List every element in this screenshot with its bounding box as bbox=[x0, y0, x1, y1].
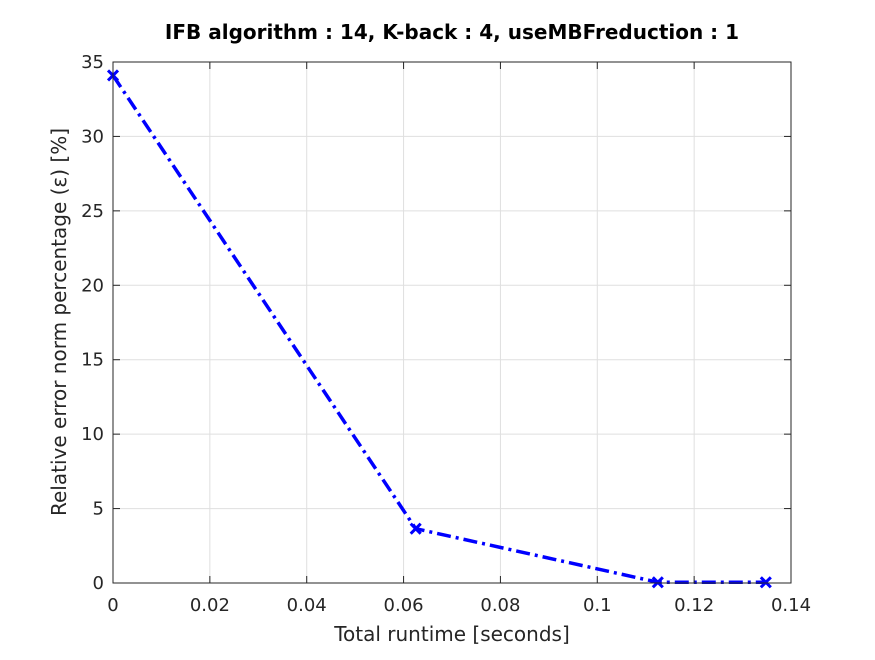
chart-title: IFB algorithm : 14, K-back : 4, useMBFre… bbox=[165, 20, 739, 44]
axis-ticks bbox=[112, 61, 792, 584]
x-tick-label: 0.1 bbox=[583, 595, 612, 616]
x-tick-label: 0.06 bbox=[384, 595, 424, 616]
plot-frame bbox=[112, 61, 792, 584]
x-tick-label: 0.02 bbox=[190, 595, 230, 616]
marker-stroke bbox=[409, 522, 422, 535]
y-tick-label: 0 bbox=[93, 573, 104, 594]
x-tick-label: 0.12 bbox=[674, 595, 714, 616]
x-tick-label: 0.14 bbox=[771, 595, 811, 616]
y-tick-label: 15 bbox=[81, 350, 104, 371]
data-point-marker bbox=[651, 576, 664, 589]
x-tick-label: 0 bbox=[107, 595, 118, 616]
x-tick-label: 0.04 bbox=[287, 595, 327, 616]
tick-labels: 0 0.02 0.04 0.06 0.08 0.1 0.12 0.14 0 5 10 15 20 25 30… bbox=[81, 52, 811, 616]
y-tick-label: 30 bbox=[81, 126, 104, 147]
grid-lines bbox=[112, 61, 792, 584]
y-tick-label: 10 bbox=[81, 424, 104, 445]
series-line bbox=[111, 74, 766, 585]
y-axis-label: Relative error norm percentage (ε) [%] bbox=[47, 128, 71, 516]
x-tick-label: 0.08 bbox=[480, 595, 520, 616]
y-tick-label: 25 bbox=[81, 201, 104, 222]
plot-area-background bbox=[113, 62, 791, 583]
y-tick-label: 20 bbox=[81, 275, 104, 296]
data-point-marker bbox=[759, 576, 772, 589]
y-tick-label: 35 bbox=[81, 52, 104, 73]
marker-stroke bbox=[759, 576, 772, 589]
y-tick-label: 5 bbox=[93, 499, 104, 520]
marker-stroke bbox=[651, 576, 664, 589]
x-axis-label: Total runtime [seconds] bbox=[333, 622, 570, 646]
data-point-marker bbox=[409, 522, 422, 535]
